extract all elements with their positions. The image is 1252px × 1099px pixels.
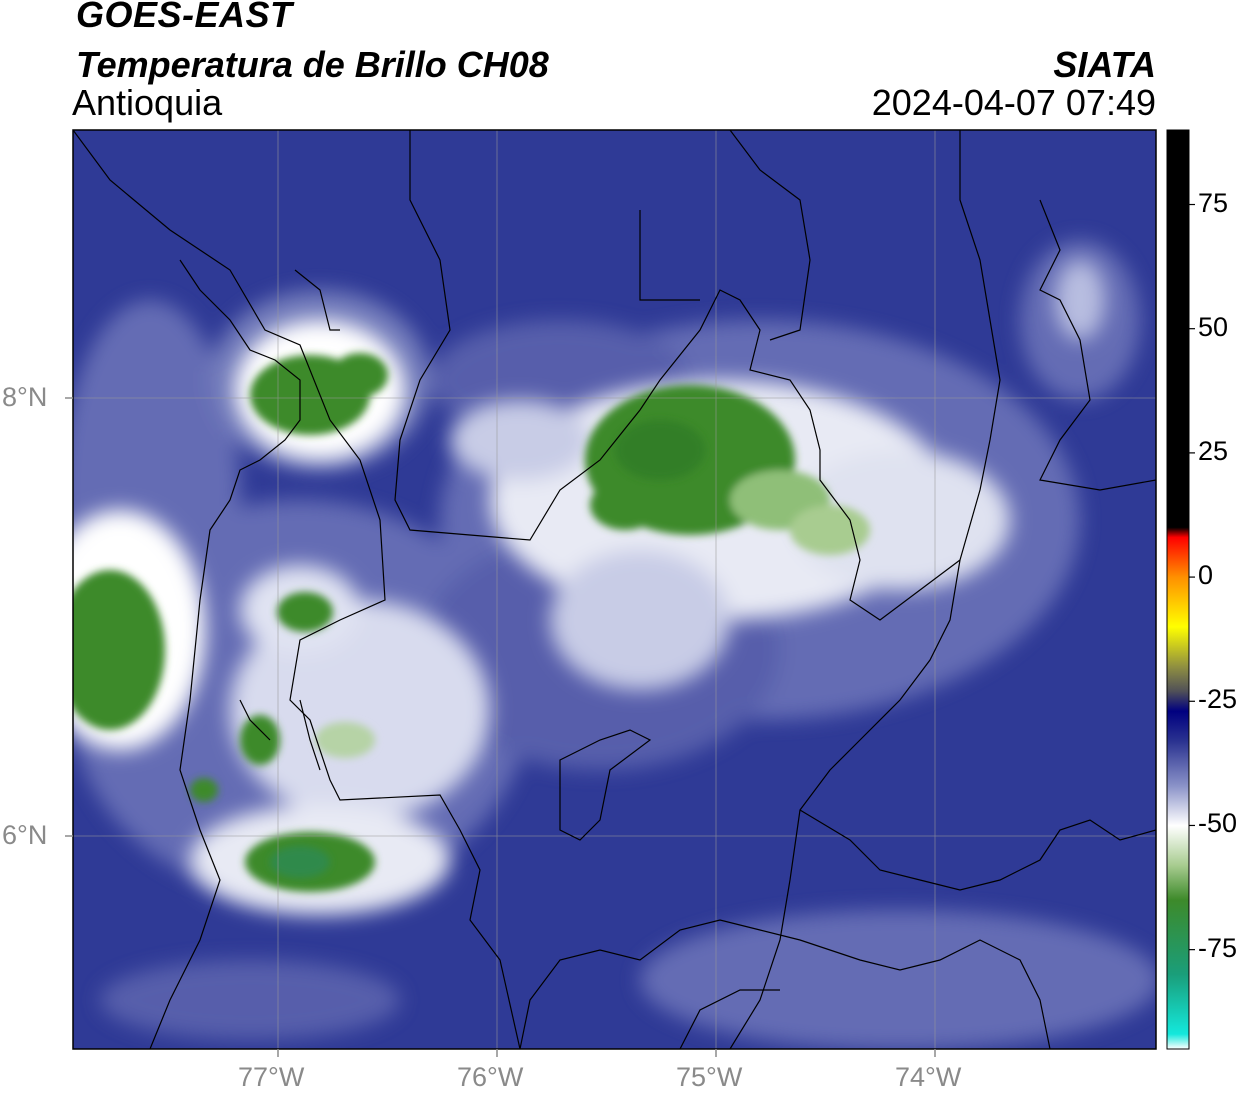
map-frame — [72, 129, 1157, 1050]
axis-ticks — [65, 397, 936, 1057]
colorbar-tick-label: 0 — [1198, 560, 1214, 591]
datetime-label: 2024-04-07 07:49 — [871, 82, 1156, 123]
lon-tick-label: 75°W — [676, 1062, 743, 1092]
map-raster — [73, 130, 1156, 1049]
satellite-title: GOES-EAST — [76, 0, 293, 35]
lon-tick-label: 76°W — [457, 1062, 524, 1092]
graticule — [73, 130, 1156, 1049]
boundary-lines — [73, 130, 1156, 1049]
lat-tick-label: 6°N — [2, 820, 48, 850]
lat-tick-label: 8°N — [2, 382, 48, 412]
colorbar-tick-label: -75 — [1198, 932, 1238, 963]
colorbar-tick-label: 50 — [1198, 311, 1229, 342]
colorbar-tick-label: -50 — [1198, 808, 1238, 839]
lon-tick-label: 74°W — [895, 1062, 962, 1092]
colorbar-tick-label: 25 — [1198, 435, 1229, 466]
lon-tick-label: 77°W — [238, 1062, 305, 1092]
colorbar-tick-label: -25 — [1198, 684, 1238, 715]
colorbar-tick-label: 75 — [1198, 187, 1229, 218]
product-title: Temperatura de Brillo CH08 — [76, 44, 549, 85]
colorbar — [1166, 129, 1195, 1050]
region-label: Antioquia — [72, 82, 223, 123]
agency-label: SIATA — [1053, 44, 1156, 85]
